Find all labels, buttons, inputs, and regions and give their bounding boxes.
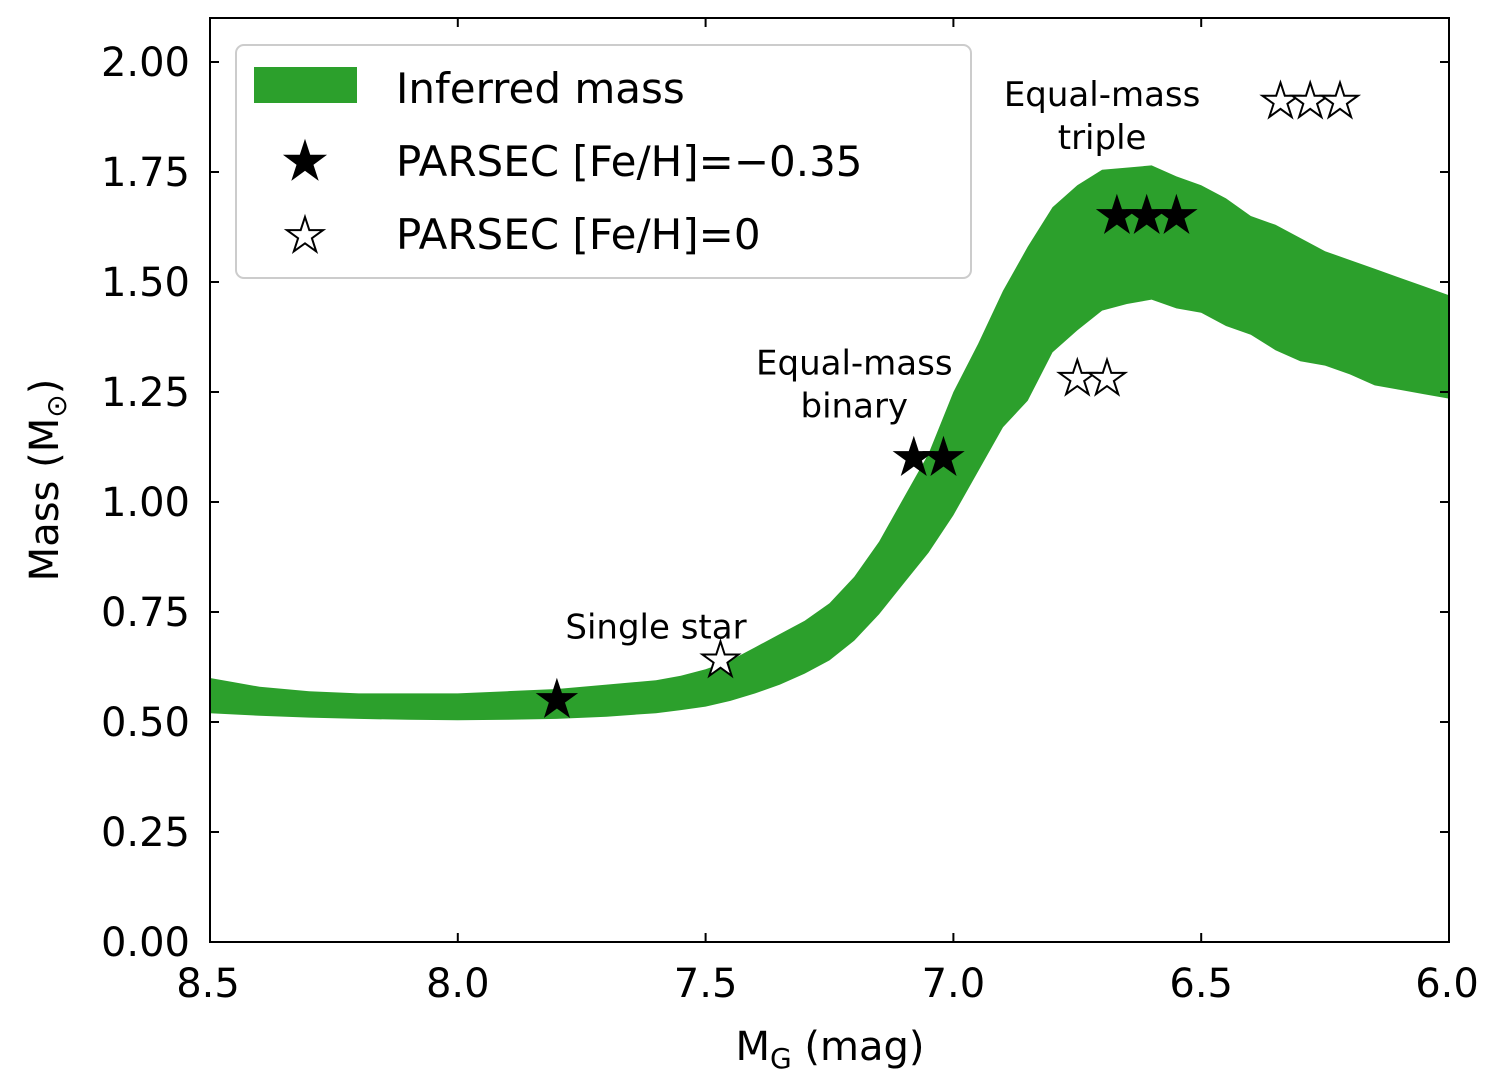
legend-label-inferred-mass: Inferred mass	[396, 64, 685, 113]
y-tick-label: 0.00	[101, 920, 190, 966]
marker-layer	[535, 79, 1362, 719]
y-tick-label: 1.50	[101, 260, 190, 306]
y-tick-label: 2.00	[101, 40, 190, 86]
legend-filled-star-icon	[282, 138, 328, 181]
legend-label-parsec-metal-poor: PARSEC [Fe/H]=−0.35	[396, 137, 863, 186]
open-star-marker-2	[1085, 356, 1129, 397]
legend-open-star-shape	[283, 213, 327, 255]
filled-star-marker-2	[922, 435, 965, 477]
y-tick-label: 0.75	[101, 590, 190, 636]
filled-star-marker-5	[1155, 193, 1198, 235]
filled-star-marker-0	[535, 677, 579, 719]
legend-swatch-inferred-mass	[254, 67, 357, 103]
legend: Inferred mass PARSEC [Fe/H]=−0.35 PARSEC…	[235, 44, 972, 279]
x-tick-label: 6.0	[1415, 961, 1479, 1007]
x-tick-label: 7.0	[922, 961, 986, 1007]
y-axis-label: Mass (M⊙)	[22, 379, 73, 582]
y-tick-label: 1.75	[101, 150, 190, 196]
x-tick-label: 8.0	[426, 961, 490, 1007]
x-tick-label: 6.5	[1169, 961, 1233, 1007]
band-layer	[210, 165, 1449, 721]
annotation-layer: Single star Equal-mass binary Equal-mass tri…	[565, 75, 1200, 647]
annotation-0: Single star	[565, 607, 746, 647]
y-tick-label: 0.25	[101, 810, 190, 856]
y-tick-label: 1.00	[101, 480, 190, 526]
legend-label-parsec-solar: PARSEC [Fe/H]=0	[396, 210, 761, 259]
open-star-marker-5	[1318, 79, 1362, 120]
y-tick-label: 1.25	[101, 370, 190, 416]
y-tick-label: 0.50	[101, 700, 190, 746]
x-tick-label: 7.5	[674, 961, 738, 1007]
x-axis-label: MG (mag)	[735, 1024, 924, 1075]
plot-frame	[209, 17, 1450, 943]
legend-open-star-icon	[283, 213, 327, 255]
legend-filled-star-shape	[282, 138, 328, 181]
annotation-1: Equal-mass binary	[756, 343, 953, 426]
x-tick-label: 8.5	[176, 961, 240, 1007]
legend-box	[235, 44, 972, 279]
axes-layer: 8.5 8.0 7.5 7.0 6.5 6.0 0.00 0.25 0.50 0.75 1.00 1.…	[101, 17, 1479, 1007]
inferred-mass-band	[210, 165, 1449, 721]
open-star-marker-0	[699, 638, 742, 679]
annotation-2: Equal-mass triple	[1004, 75, 1201, 158]
